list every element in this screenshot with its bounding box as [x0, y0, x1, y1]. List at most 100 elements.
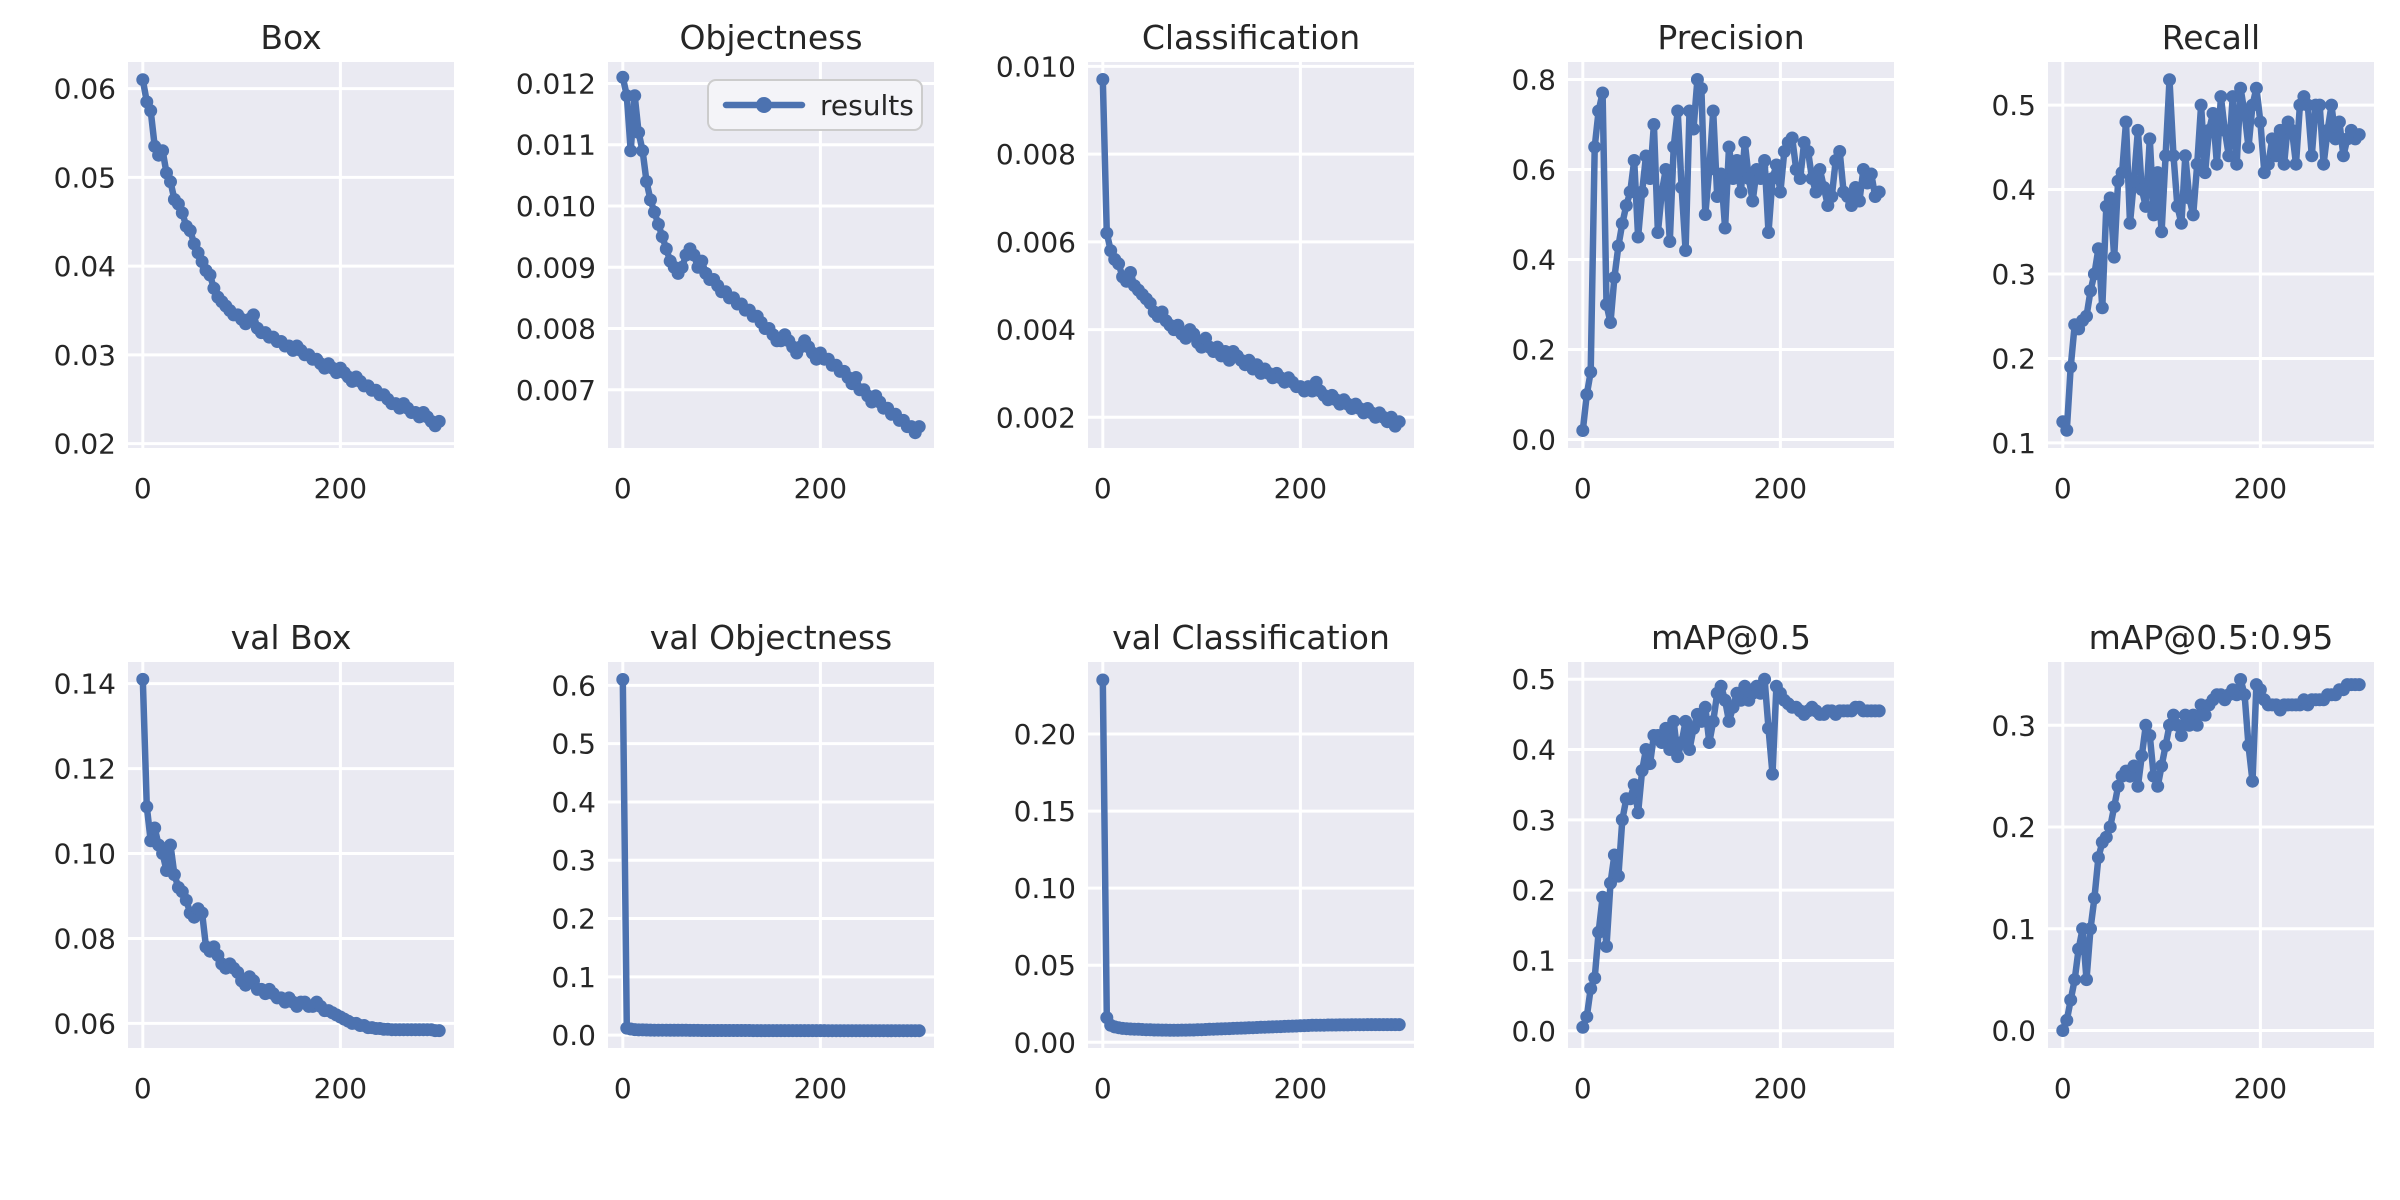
data-point-marker	[1096, 73, 1110, 86]
data-point-marker	[1627, 778, 1641, 792]
data-point-marker	[1706, 714, 1720, 728]
y-tick-label: 0.2	[1511, 333, 1556, 366]
data-point-marker	[1611, 869, 1625, 883]
chart-title: Objectness	[679, 18, 863, 57]
data-point-marker	[2103, 191, 2117, 205]
data-point-marker	[2159, 739, 2173, 753]
data-point-marker	[1714, 167, 1728, 181]
data-point-marker	[2253, 683, 2267, 697]
y-tick-label: 0.0	[1991, 1015, 2036, 1048]
x-tick-label: 200	[794, 472, 847, 505]
data-point-marker	[1683, 104, 1696, 118]
data-point-marker	[1623, 185, 1637, 199]
data-point-marker	[1805, 172, 1819, 185]
data-point-marker	[644, 193, 657, 207]
x-tick-label: 0	[2054, 1072, 2072, 1105]
data-point-marker	[1813, 163, 1827, 176]
data-point-marker	[1671, 104, 1685, 118]
data-point-marker	[1611, 239, 1625, 253]
data-point-marker	[1801, 145, 1815, 158]
data-point-marker	[2072, 942, 2086, 956]
data-point-marker	[136, 73, 150, 87]
y-tick-label: 0.2	[1991, 811, 2036, 844]
y-tick-label: 0.004	[996, 314, 1076, 347]
data-point-marker	[912, 420, 926, 434]
data-point-marker	[1607, 848, 1621, 862]
data-point-marker	[1754, 686, 1768, 700]
data-point-marker	[195, 906, 209, 920]
data-point-marker	[2265, 132, 2279, 146]
data-point-marker	[1769, 158, 1783, 172]
data-point-marker	[2091, 242, 2105, 256]
data-point-marker	[2151, 779, 2165, 793]
y-tick-label: 0.009	[516, 251, 596, 284]
data-point-marker	[1734, 185, 1748, 199]
data-point-marker	[1694, 714, 1708, 728]
data-point-marker	[1663, 235, 1677, 248]
data-point-marker	[675, 260, 689, 274]
data-point-marker	[1667, 714, 1681, 728]
data-point-marker	[1872, 704, 1886, 718]
data-point-marker	[1683, 743, 1696, 756]
chart-canvas-val-box: 0 200 0.06 0.08 0.10 0.12 0.14	[54, 662, 454, 1105]
data-point-marker	[2087, 891, 2101, 905]
data-point-marker	[148, 821, 162, 835]
y-tick-label: 0.3	[1511, 804, 1556, 837]
data-point-marker	[2147, 769, 2161, 783]
data-point-marker	[1702, 736, 1716, 749]
data-point-marker	[849, 371, 863, 384]
data-point-marker	[1718, 221, 1732, 235]
data-point-marker	[1852, 194, 1866, 208]
data-point-marker	[628, 89, 642, 103]
data-point-marker	[2242, 739, 2255, 753]
data-point-marker	[2091, 851, 2105, 864]
y-tick-label: 0.0	[1511, 1015, 1556, 1048]
data-point-marker	[2329, 132, 2342, 146]
data-point-marker	[2242, 140, 2255, 154]
y-tick-label: 0.007	[516, 374, 596, 407]
data-point-marker	[2190, 157, 2204, 171]
data-point-marker	[1758, 154, 1772, 167]
legend: results	[707, 79, 923, 131]
data-point-marker	[2099, 830, 2113, 844]
data-point-marker	[1722, 714, 1736, 728]
data-point-marker	[1588, 971, 1602, 985]
y-tick-label: 0.010	[516, 190, 596, 223]
data-point-marker	[2087, 267, 2101, 281]
data-point-marker	[1392, 1018, 1406, 1032]
data-point-marker	[1864, 167, 1878, 181]
data-point-marker	[2289, 157, 2303, 171]
chart-title: val Objectness	[649, 618, 893, 657]
x-tick-label: 200	[1754, 472, 1807, 505]
data-point-marker	[647, 205, 661, 219]
data-point-marker	[1584, 982, 1598, 996]
y-tick-label: 0.5	[1511, 663, 1556, 696]
data-point-marker	[2317, 157, 2331, 171]
x-tick-label: 200	[1274, 1072, 1327, 1105]
data-point-marker	[2174, 216, 2188, 230]
data-point-marker	[156, 847, 170, 860]
data-point-marker	[632, 126, 646, 139]
data-point-marker	[1766, 767, 1779, 781]
data-point-marker	[1596, 890, 1610, 904]
data-point-marker	[2182, 191, 2196, 205]
legend-marker	[756, 97, 772, 113]
data-point-marker	[1667, 140, 1681, 154]
data-point-marker	[1825, 190, 1839, 203]
data-point-marker	[1766, 172, 1779, 185]
chart-title: Precision	[1657, 18, 1805, 57]
data-point-marker	[1742, 172, 1756, 185]
data-point-marker	[1588, 140, 1602, 154]
data-point-marker	[1679, 244, 1693, 257]
data-point-marker	[2332, 115, 2346, 129]
data-point-marker	[183, 224, 197, 238]
data-point-marker	[2174, 729, 2188, 742]
chart-title: mAP@0.5	[1650, 618, 1812, 657]
data-point-marker	[1096, 673, 1110, 687]
data-point-marker	[2269, 149, 2283, 163]
y-tick-label: 0.4	[1511, 734, 1556, 767]
data-point-marker	[2325, 98, 2338, 112]
data-point-marker	[616, 70, 630, 84]
data-point-marker	[2218, 123, 2232, 137]
